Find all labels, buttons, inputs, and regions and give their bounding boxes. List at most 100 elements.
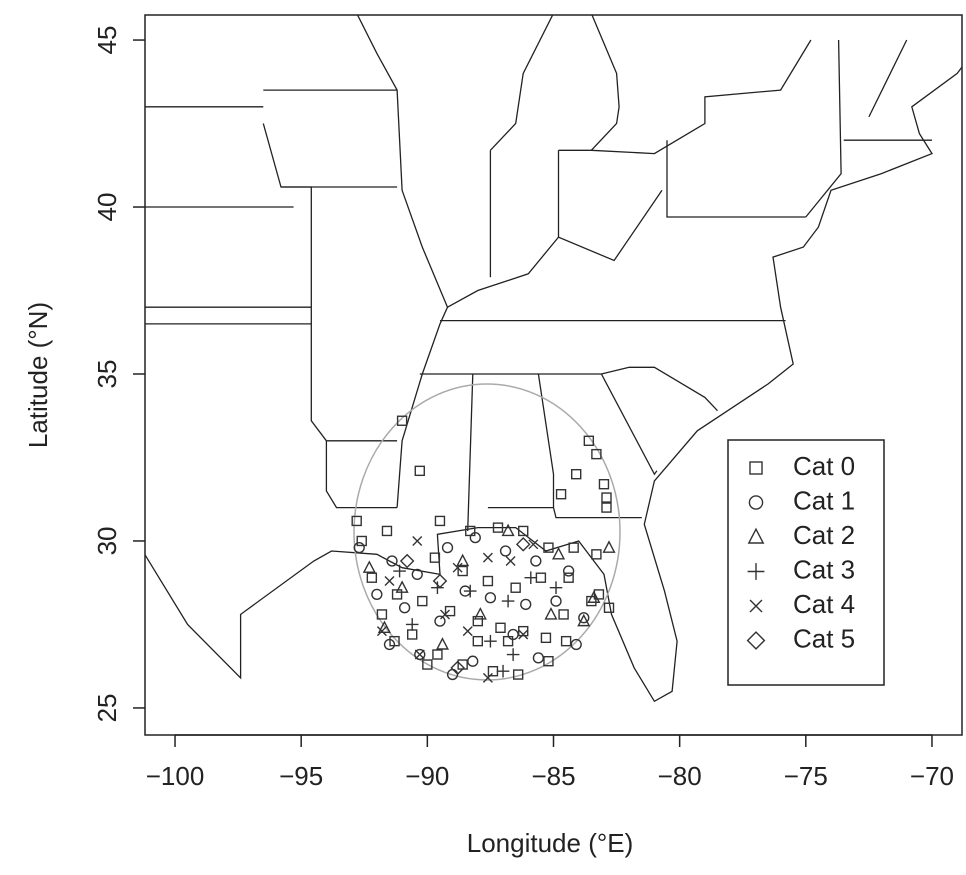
map-boundary	[489, 15, 554, 151]
point	[353, 542, 365, 554]
map-boundary	[666, 140, 806, 218]
point	[414, 649, 425, 660]
point	[518, 525, 529, 537]
point	[562, 565, 575, 577]
point	[518, 625, 529, 637]
map-boundary	[487, 506, 642, 519]
point	[398, 602, 411, 614]
point	[399, 553, 415, 569]
map-boundary	[145, 323, 398, 442]
point	[434, 515, 446, 527]
point	[518, 629, 529, 640]
point	[543, 542, 554, 553]
point	[366, 572, 378, 583]
point	[591, 549, 602, 560]
map-boundary	[145, 65, 962, 703]
y-tick-label: 45	[92, 26, 122, 55]
point	[550, 595, 562, 607]
y-tick-label: 25	[92, 693, 122, 722]
point	[568, 542, 579, 553]
point	[381, 525, 393, 537]
point	[535, 572, 547, 583]
point	[495, 622, 506, 634]
point	[422, 659, 433, 670]
point	[407, 629, 418, 640]
point	[512, 669, 524, 680]
point	[371, 588, 383, 601]
point	[456, 553, 470, 567]
map-boundary	[356, 15, 449, 508]
point	[450, 660, 465, 676]
search-radius	[353, 383, 621, 681]
point	[414, 465, 425, 477]
point	[452, 562, 463, 573]
point	[601, 502, 612, 513]
point	[563, 572, 574, 583]
point	[463, 584, 477, 598]
basemap	[145, 15, 962, 703]
point	[577, 613, 591, 627]
point	[473, 607, 487, 620]
point	[506, 648, 520, 661]
point	[571, 468, 582, 480]
map-boundary	[868, 39, 908, 118]
x-tick-label: −70	[910, 761, 954, 791]
point	[482, 575, 494, 587]
point	[472, 635, 484, 647]
point	[462, 626, 473, 637]
point	[603, 602, 615, 613]
point	[482, 552, 493, 563]
map-boundary	[447, 189, 663, 308]
point	[395, 580, 409, 593]
point	[496, 664, 510, 678]
x-tick-label: −95	[279, 761, 323, 791]
point	[469, 531, 481, 544]
map-boundary	[591, 39, 812, 155]
legend-marker	[746, 631, 766, 650]
legend-label: Cat 0	[793, 451, 855, 481]
point	[383, 638, 396, 651]
point	[414, 648, 426, 661]
y-tick-label: 35	[92, 360, 122, 389]
point	[598, 479, 610, 490]
map-boundary	[600, 373, 658, 476]
point	[467, 655, 479, 667]
point	[520, 598, 532, 611]
point	[602, 540, 616, 553]
point	[487, 666, 499, 677]
point	[601, 492, 612, 503]
point	[492, 522, 504, 533]
map-boundary	[558, 15, 620, 151]
point	[524, 571, 538, 585]
point	[444, 605, 456, 617]
point	[532, 652, 545, 664]
point	[543, 655, 554, 667]
point	[432, 649, 443, 660]
point	[528, 539, 539, 550]
point	[386, 555, 398, 567]
point	[482, 672, 493, 683]
point	[555, 489, 567, 500]
point	[412, 535, 423, 546]
x-tick-label: −100	[146, 761, 205, 791]
legend-marker	[747, 527, 765, 544]
x-tick-label: −80	[658, 761, 702, 791]
point	[351, 515, 362, 527]
point	[362, 560, 376, 573]
x-axis-title: Longitude (°E)	[467, 828, 634, 858]
point	[472, 615, 484, 627]
map-boundary	[805, 39, 842, 218]
point	[570, 638, 582, 651]
point	[501, 523, 515, 537]
point	[591, 448, 602, 460]
point	[558, 609, 569, 620]
point	[515, 537, 531, 552]
map-boundary	[537, 373, 555, 508]
point	[405, 618, 419, 631]
point	[551, 546, 566, 560]
point	[411, 568, 423, 581]
map-boundary	[262, 123, 312, 324]
point	[376, 626, 387, 637]
